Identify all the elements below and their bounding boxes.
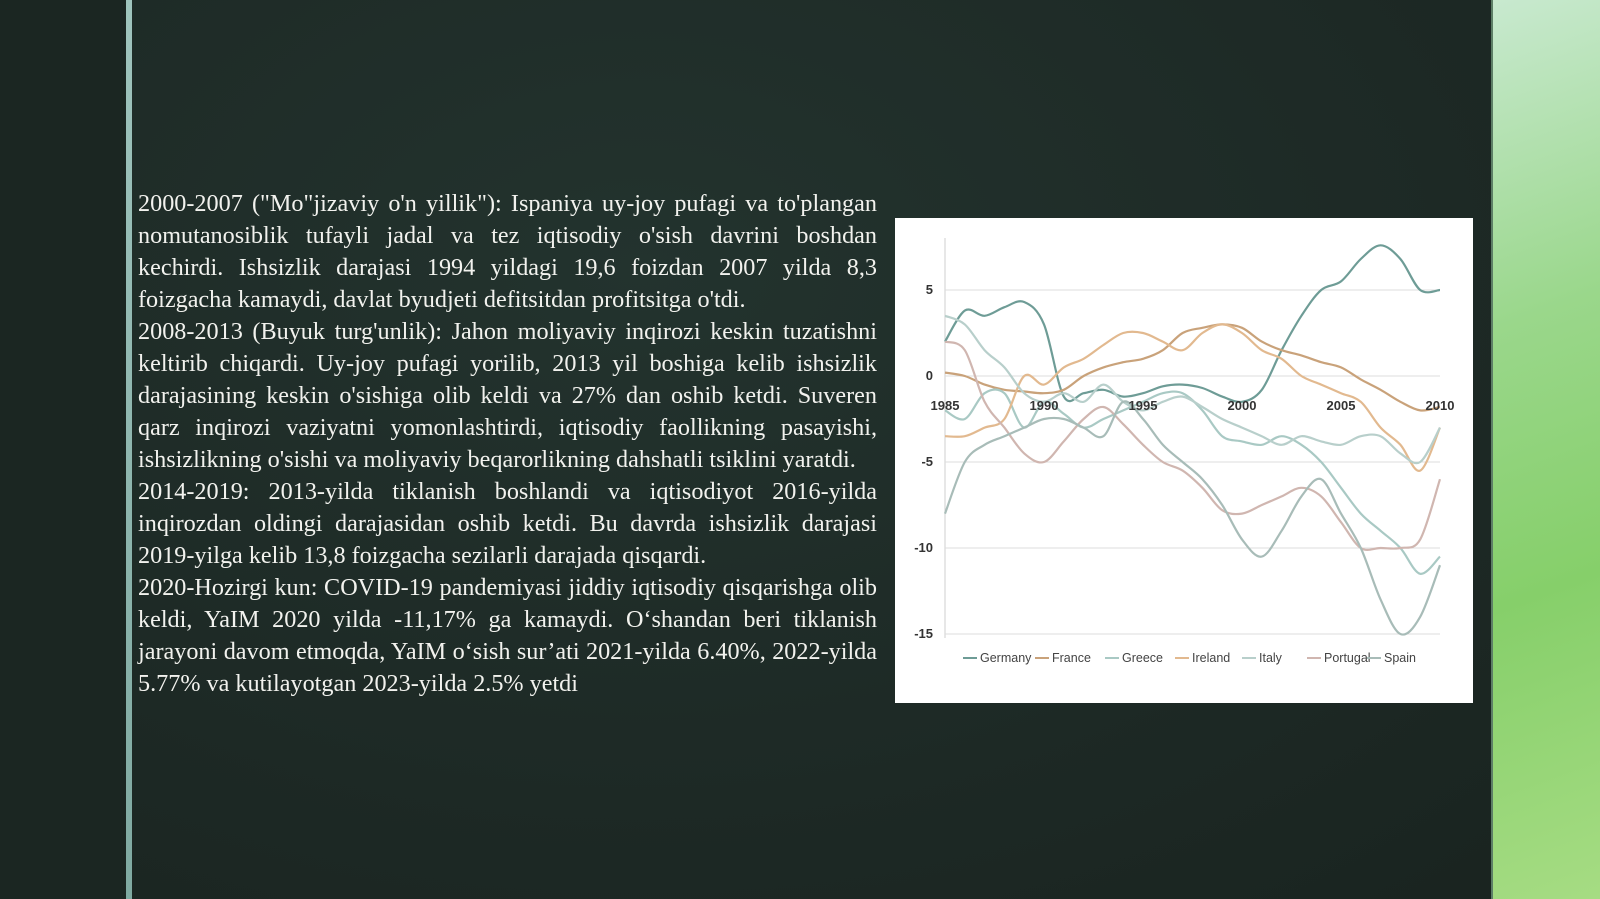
y-tick-label: 5 xyxy=(926,282,933,297)
body-text: 2000-2007 ("Mo"jizaviy o'n yillik"): Isp… xyxy=(138,188,877,700)
series-line-italy xyxy=(944,314,1441,465)
legend-label-france: France xyxy=(1052,651,1091,665)
series-line-spain xyxy=(943,400,1442,636)
left-margin-strip xyxy=(0,0,126,899)
paragraph-2000-2007: 2000-2007 ("Mo"jizaviy o'n yillik"): Isp… xyxy=(138,190,877,313)
x-tick-label: 1995 xyxy=(1129,398,1158,413)
series-line-france xyxy=(944,323,1441,412)
chart-image: 5 0 -5 -10 -15 1985 1990 1995 2000 2005 2010 Germa… xyxy=(895,218,1473,703)
series-line-ireland xyxy=(944,323,1442,472)
series-line-germany xyxy=(944,244,1441,404)
right-decorative-panel xyxy=(1493,0,1600,899)
legend-label-portugal: Portugal xyxy=(1324,651,1371,665)
x-tick-label: 2000 xyxy=(1228,398,1257,413)
right-edge-line xyxy=(1491,0,1494,899)
chart-axis-labels: 5 0 -5 -10 -15 1985 1990 1995 2000 2005 2010 xyxy=(914,282,1454,641)
legend-label-italy: Italy xyxy=(1259,651,1283,665)
paragraph-2008-2013: 2008-2013 (Buyuk turg'unlik): Jahon moli… xyxy=(138,318,877,473)
chart-gridlines xyxy=(944,238,1440,638)
series-line-greece xyxy=(944,388,1441,575)
paragraph-2020-present: 2020-Hozirgi kun: COVID-19 pandemiyasi j… xyxy=(138,574,877,697)
x-tick-label: 1985 xyxy=(931,398,960,413)
legend-label-ireland: Ireland xyxy=(1192,651,1230,665)
x-tick-label: 2010 xyxy=(1426,398,1455,413)
chart-series xyxy=(943,244,1442,636)
legend-label-spain: Spain xyxy=(1384,651,1416,665)
y-tick-label: -10 xyxy=(914,540,933,555)
legend-label-greece: Greece xyxy=(1122,651,1163,665)
paragraph-2014-2019: 2014-2019: 2013-yilda tiklanish boshland… xyxy=(138,478,877,569)
x-tick-label: 2005 xyxy=(1327,398,1356,413)
left-accent-bar xyxy=(126,0,132,899)
y-tick-label: 0 xyxy=(926,368,933,383)
y-tick-label: -15 xyxy=(914,626,933,641)
legend-label-germany: Germany xyxy=(980,651,1032,665)
chart-legend: Germany France Greece Ireland Italy Portugal S… xyxy=(963,651,1416,665)
line-chart: 5 0 -5 -10 -15 1985 1990 1995 2000 2005 2010 Germa… xyxy=(914,238,1454,665)
x-tick-label: 1990 xyxy=(1030,398,1059,413)
y-tick-label: -5 xyxy=(921,454,933,469)
